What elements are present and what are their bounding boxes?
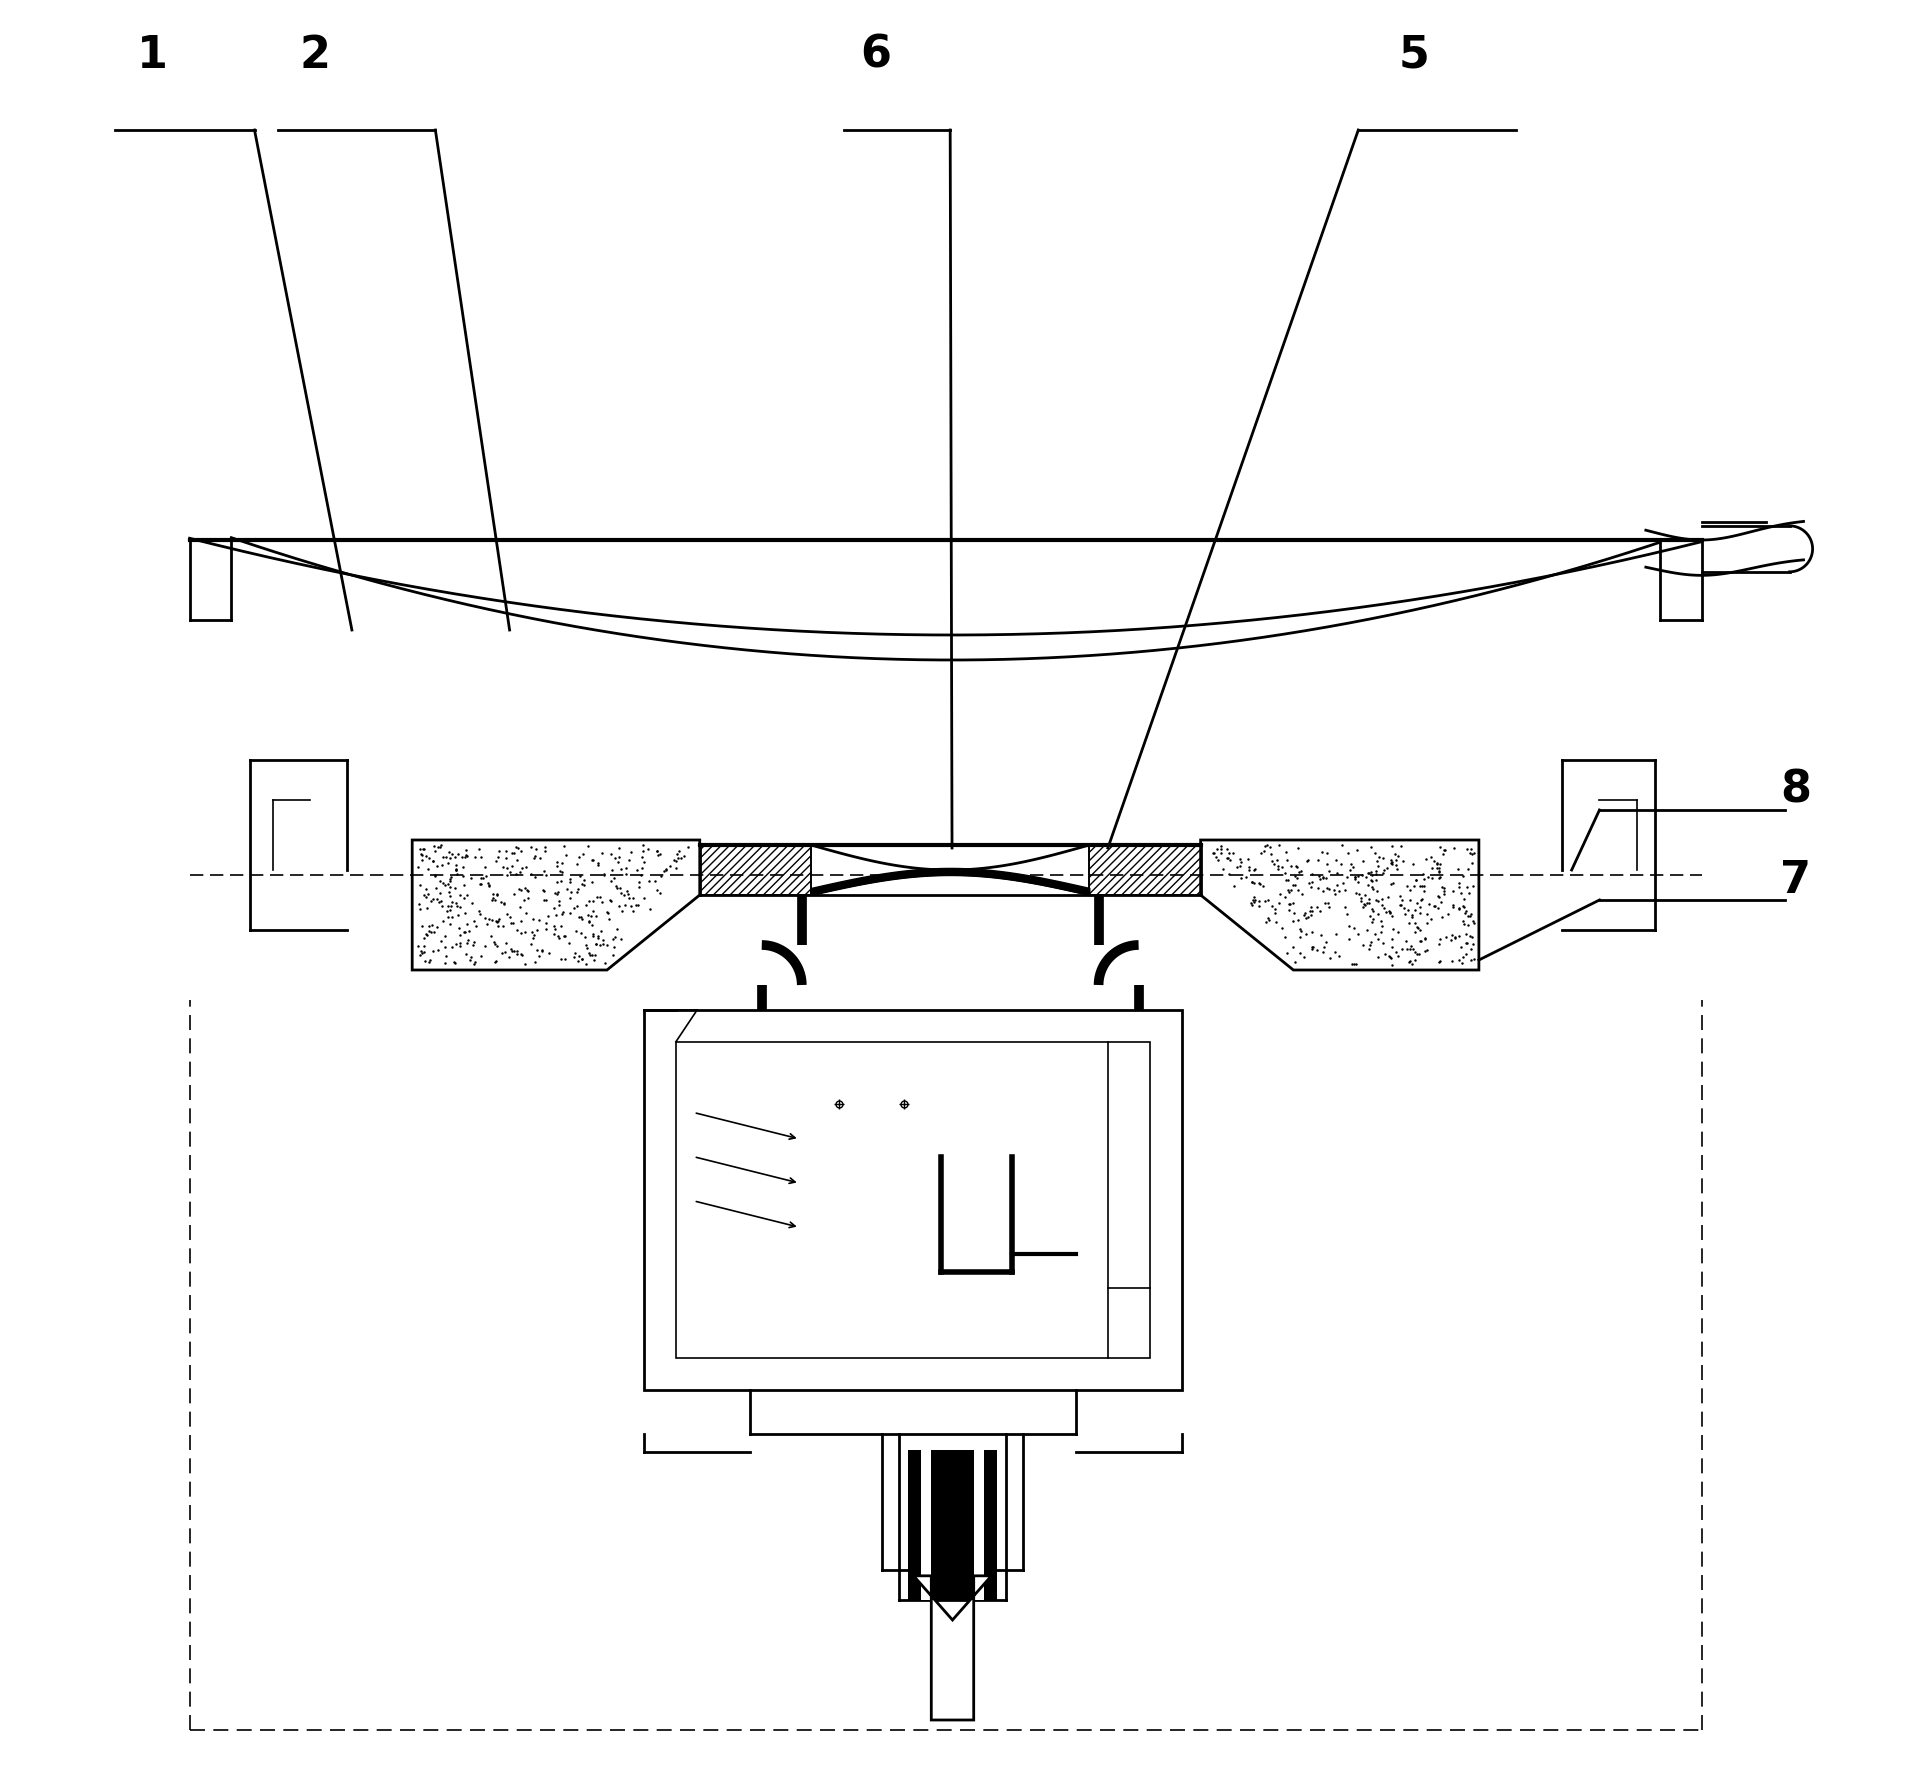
Text: 7: 7: [1781, 859, 1812, 901]
Text: 5: 5: [1398, 34, 1429, 76]
Bar: [676, 1043, 1151, 1359]
Text: 1: 1: [137, 34, 168, 76]
Bar: [920, 1451, 985, 1599]
Polygon shape: [1090, 845, 1200, 896]
Bar: [644, 1011, 1183, 1391]
Text: 6: 6: [861, 34, 892, 76]
Bar: [932, 1451, 973, 1599]
Polygon shape: [914, 1576, 991, 1719]
Polygon shape: [699, 845, 812, 896]
Bar: [909, 1451, 996, 1599]
Text: 2: 2: [299, 34, 330, 76]
Text: 8: 8: [1781, 769, 1812, 811]
